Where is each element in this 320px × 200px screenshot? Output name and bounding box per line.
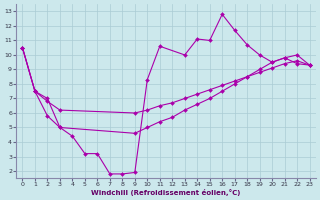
X-axis label: Windchill (Refroidissement éolien,°C): Windchill (Refroidissement éolien,°C) (91, 189, 241, 196)
